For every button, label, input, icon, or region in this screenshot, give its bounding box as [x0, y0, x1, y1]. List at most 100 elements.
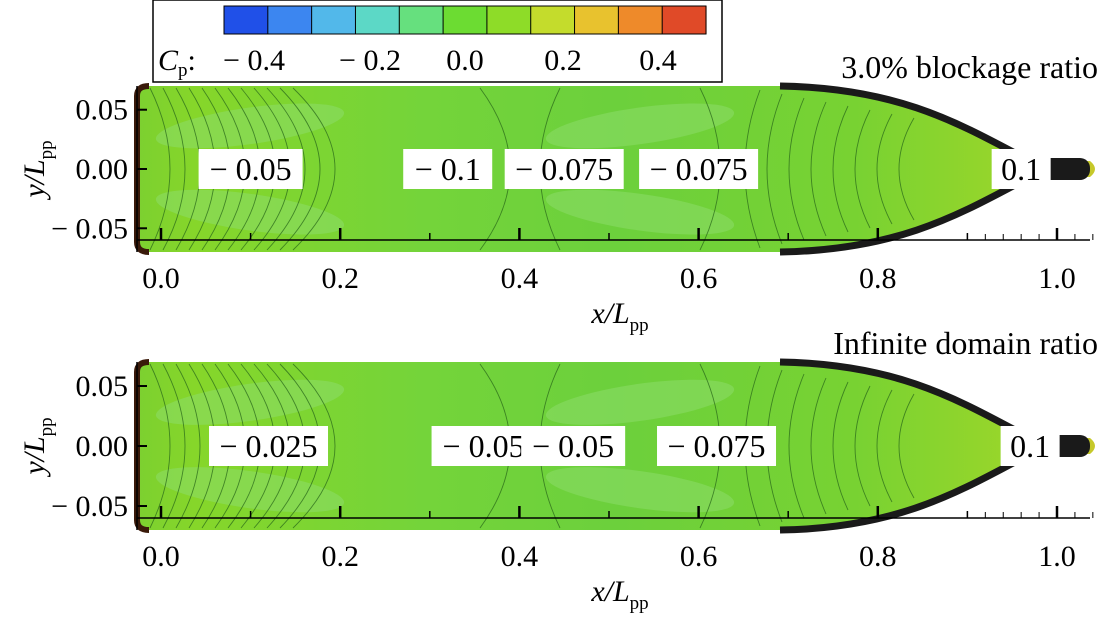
contour-line [832, 381, 849, 511]
contour-label-text: − 0.1 [415, 151, 481, 187]
contour-label-box [991, 149, 1051, 189]
x-tick-label: 0.4 [501, 262, 539, 295]
contour-label-text: − 0.05 [532, 428, 614, 464]
x-tick-label: 0.8 [859, 262, 897, 295]
x-tick-label: 0.2 [321, 540, 359, 573]
colorbar-swatch [267, 6, 313, 34]
x-axis-label: x/Lpp [590, 297, 648, 336]
plot-panels: 0.0 0.2 0.4 0.6 0.8 1.0 0.05 0.00 − 0.05 x/Lpp y/L… [18, 49, 1098, 614]
x-tick-label: 0.0 [142, 540, 180, 573]
contour-value-label: − 0.1 [403, 149, 493, 189]
low-pressure-region [155, 379, 345, 425]
contour-line [149, 87, 171, 251]
contour-label-text: − 0.05 [443, 428, 525, 464]
x-tick-label: 0.6 [680, 262, 718, 295]
colorbar-swatch [355, 6, 400, 34]
low-pressure-region [545, 103, 735, 149]
contour-line [766, 93, 783, 245]
contour-value-label: 0.1 [1000, 426, 1060, 466]
colorbar-tick-labels: − 0.4 − 0.2 0.0 0.2 0.4 [223, 44, 677, 77]
contour-line [292, 87, 336, 251]
contour-line [266, 87, 306, 251]
colorbar-swatch [224, 6, 269, 34]
hull-stern-edge [779, 173, 1032, 256]
panel-title: Infinite domain ratio [833, 325, 1098, 361]
colorbar-swatches [223, 5, 707, 35]
y-axis-label: y/Lpp [18, 140, 57, 200]
colorbar-swatch [443, 6, 488, 34]
contour-line [175, 363, 201, 529]
contour-value-label: − 0.05 [521, 426, 626, 466]
y-tick-label: − 0.05 [51, 490, 128, 523]
colorbar-swatch [486, 6, 532, 34]
contour-value-label: − 0.05 [198, 149, 303, 189]
contour-value-label: − 0.075 [504, 149, 624, 189]
y-tick-label: 0.05 [76, 94, 129, 127]
colorbar-tick-label: − 0.2 [339, 44, 401, 77]
low-pressure-region [545, 467, 735, 513]
low-pressure-region [155, 103, 345, 149]
colorbar-outline [223, 5, 707, 35]
contour-label-box [657, 426, 777, 466]
plot-panel-1: 0.0 0.2 0.4 0.6 0.8 1.0 0.05 0.00 − 0.05 x/Lpp y/L… [18, 49, 1098, 336]
contour-value-label: − 0.075 [657, 426, 777, 466]
colorbar-swatch [530, 6, 576, 34]
propeller-hub [1038, 158, 1090, 180]
contour-label-box [1000, 426, 1060, 466]
contour-label-text: − 0.075 [667, 428, 765, 464]
panel-title: 3.0% blockage ratio [841, 49, 1098, 85]
contour-label-box [403, 149, 493, 189]
colorbar-variable: Cp: [158, 44, 196, 81]
x-tick-label: 1.0 [1038, 540, 1076, 573]
y-axis-label: y/Lpp [18, 417, 57, 477]
contour-label-box [639, 149, 759, 189]
y-tick-label: 0.00 [76, 430, 129, 463]
low-pressure-region [545, 379, 735, 425]
contour-line [810, 377, 827, 515]
colorbar-tick-label: 0.0 [446, 44, 484, 77]
hull-stern-edge [779, 450, 1032, 534]
contour-label-text: − 0.025 [219, 428, 317, 464]
low-pressure-region [155, 467, 345, 513]
contour-line [279, 87, 321, 251]
contour-value-label: − 0.075 [639, 149, 759, 189]
contour-label-box [198, 149, 303, 189]
contour-label-text: − 0.075 [650, 151, 748, 187]
contour-line [788, 373, 805, 519]
contour-label-box [504, 149, 624, 189]
colorbar: Cp: − 0.4 − 0.2 0.0 0.2 0.4 [152, 0, 723, 83]
contour-label-text: − 0.05 [210, 151, 292, 187]
contour-label-box [209, 426, 329, 466]
contour-label-box [521, 426, 626, 466]
hull-stern-edge [779, 82, 1032, 165]
contour-line [876, 113, 893, 225]
x-axis-label: x/Lpp [590, 575, 648, 614]
colorbar-swatch [574, 6, 619, 34]
x-tick-label: 0.2 [321, 262, 359, 295]
colorbar-swatch [311, 6, 357, 34]
contour-line [898, 117, 915, 221]
y-tick-label: 0.05 [76, 370, 129, 403]
x-tick-label: 0.8 [859, 540, 897, 573]
colorbar-tick-label: 0.2 [544, 44, 582, 77]
contour-lines [149, 363, 915, 529]
contour-label-text: − 0.075 [515, 151, 613, 187]
colorbar-swatch [618, 6, 663, 34]
hull-stern-edge [779, 358, 1032, 442]
colorbar-tick-label: 0.4 [639, 44, 677, 77]
contour-line [788, 97, 805, 241]
colorbar-swatch [399, 6, 444, 34]
x-tick-label: 0.6 [680, 540, 718, 573]
colorbar-tick-label: − 0.4 [223, 44, 285, 77]
y-tick-label: 0.00 [76, 153, 129, 186]
contour-line [162, 363, 186, 529]
contour-line [854, 109, 871, 229]
contour-line [149, 363, 171, 529]
contour-label-text: 0.1 [1001, 151, 1041, 187]
contour-line [162, 87, 186, 251]
contour-line [810, 101, 827, 237]
contour-line [292, 363, 336, 529]
x-tick-label: 1.0 [1038, 262, 1076, 295]
contour-line [854, 385, 871, 507]
